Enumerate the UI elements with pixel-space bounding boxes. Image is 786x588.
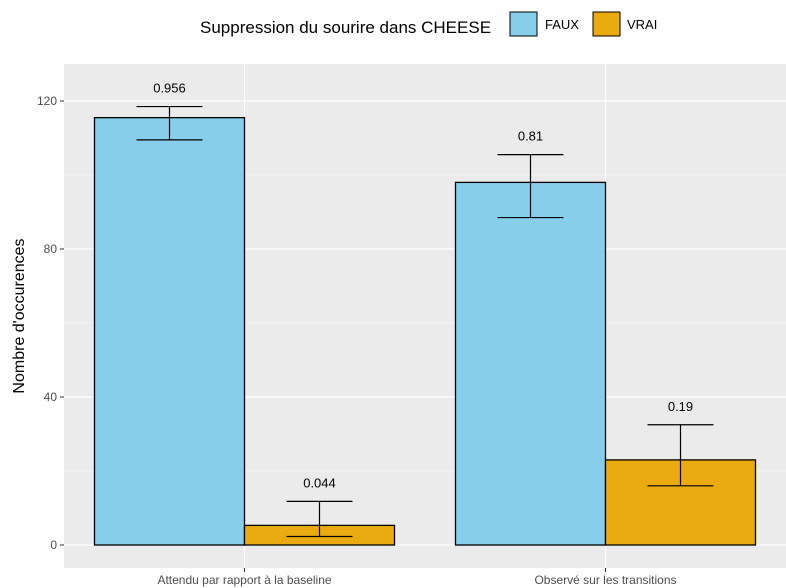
y-tick-label: 0 [50, 538, 57, 552]
legend-label-faux: FAUX [545, 17, 579, 32]
bar [454, 181, 607, 546]
data-label: 0.956 [153, 81, 186, 96]
x-axis: Attendu par rapport à la baseline Observé… [157, 568, 677, 587]
x-tick-label: Attendu par rapport à la baseline [157, 573, 331, 587]
y-tick-label: 120 [37, 94, 57, 108]
data-label: 0.81 [518, 129, 543, 144]
y-axis: 0 40 80 120 [37, 94, 64, 552]
error-bars [136, 105, 714, 538]
legend-title: Suppression du sourire dans CHEESE [200, 18, 491, 37]
y-tick-label: 80 [44, 242, 58, 256]
data-label: 0.19 [668, 399, 693, 414]
x-tick-label: Observé sur les transitions [534, 573, 676, 587]
bar [93, 117, 246, 546]
legend-label-vrai: VRAI [627, 17, 657, 32]
data-label: 0.044 [303, 475, 336, 490]
legend-key-vrai [592, 11, 621, 37]
bars [93, 117, 757, 546]
data-labels: 0.956 0.81 0.044 0.19 [153, 81, 693, 491]
y-axis-title: Nombre d'occurences [11, 238, 28, 393]
legend: Suppression du sourire dans CHEESE FAUX … [200, 11, 657, 37]
y-tick-label: 40 [44, 390, 58, 404]
legend-key-faux [509, 11, 538, 37]
